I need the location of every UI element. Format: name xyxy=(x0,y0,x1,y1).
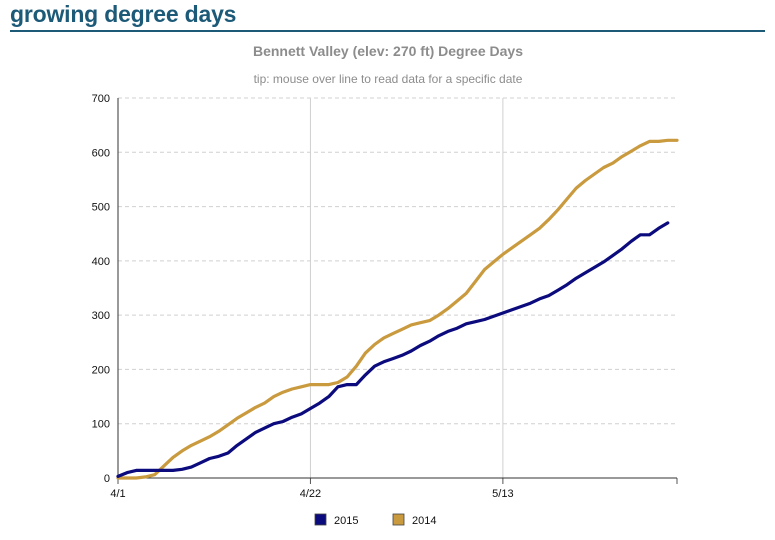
x-tick-label: 4/1 xyxy=(110,488,125,500)
y-tick-label: 200 xyxy=(92,364,110,376)
grid-lines xyxy=(118,97,677,478)
chart-legend: 2015 2014 xyxy=(314,513,436,527)
y-tick-label: 600 xyxy=(92,147,110,159)
series-lines[interactable] xyxy=(116,138,679,480)
x-tick-label: 4/22 xyxy=(300,488,321,500)
y-tick-label: 100 xyxy=(92,419,110,431)
x-tick-label: 5/13 xyxy=(492,488,513,500)
series-line-2014[interactable] xyxy=(116,138,679,480)
y-tick-label: 700 xyxy=(92,93,110,105)
legend-label-2014: 2014 xyxy=(412,515,436,527)
chart-title: Bennett Valley (elev: 270 ft) Degree Day… xyxy=(253,43,523,59)
y-tick-label: 400 xyxy=(92,256,110,268)
degree-days-chart[interactable]: Bennett Valley (elev: 270 ft) Degree Day… xyxy=(0,36,775,540)
legend-label-2015: 2015 xyxy=(334,515,358,527)
chart-axes: 0 100 200 300 400 500 600 700 4/1 4/22 5/13 xyxy=(92,93,678,500)
legend-swatch-2015 xyxy=(314,513,327,526)
series-line-2015[interactable] xyxy=(116,221,670,478)
y-tick-label: 0 xyxy=(104,473,110,485)
y-tick-label: 500 xyxy=(92,202,110,214)
legend-swatch-2014 xyxy=(392,513,405,526)
chart-subtitle: tip: mouse over line to read data for a … xyxy=(254,72,523,86)
page-heading: growing degree days xyxy=(10,1,237,27)
y-tick-label: 300 xyxy=(92,310,110,322)
heading-divider xyxy=(10,30,765,32)
